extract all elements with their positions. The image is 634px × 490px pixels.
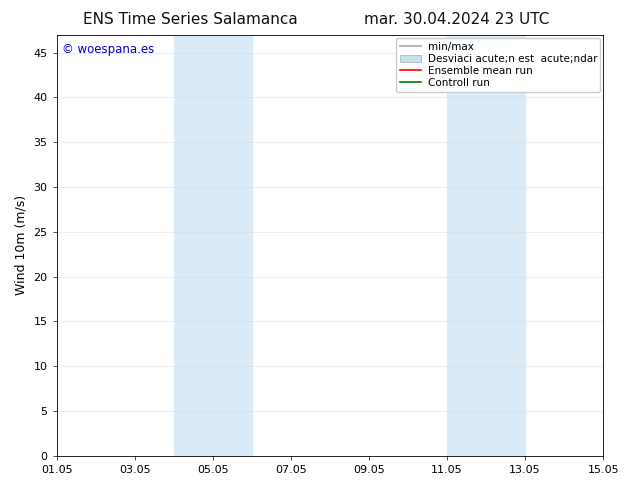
Text: ENS Time Series Salamanca: ENS Time Series Salamanca (83, 12, 297, 27)
Text: © woespana.es: © woespana.es (62, 43, 155, 56)
Bar (447, 35, 525, 456)
Legend: min/max, Desviaci acute;n est  acute;ndar, Ensemble mean run, Controll run: min/max, Desviaci acute;n est acute;ndar… (396, 38, 600, 92)
Text: mar. 30.04.2024 23 UTC: mar. 30.04.2024 23 UTC (364, 12, 549, 27)
Bar (174, 35, 252, 456)
Y-axis label: Wind 10m (m/s): Wind 10m (m/s) (15, 195, 28, 295)
